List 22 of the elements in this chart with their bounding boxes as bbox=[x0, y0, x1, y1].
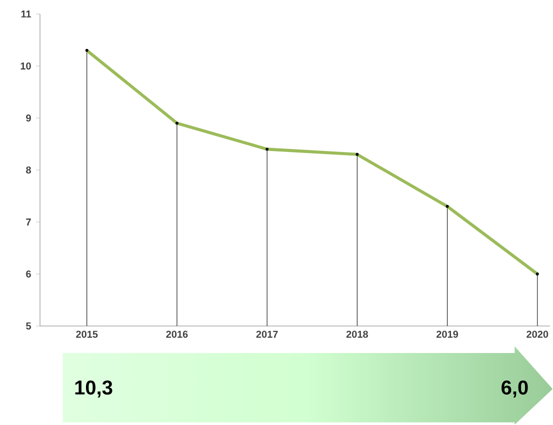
point bbox=[85, 48, 88, 52]
point bbox=[446, 204, 449, 208]
point bbox=[266, 148, 269, 151]
point bbox=[175, 122, 178, 125]
x-tick-label: 2018 bbox=[346, 330, 368, 338]
point bbox=[356, 152, 359, 156]
y-tick-label: 10 bbox=[20, 62, 31, 70]
x-tick-label: 2016 bbox=[166, 330, 188, 338]
text: 6,0 bbox=[502, 380, 528, 398]
y-tick-label: 5 bbox=[26, 322, 32, 330]
text: 10,3 bbox=[75, 380, 112, 398]
x-tick-label: 2017 bbox=[256, 330, 278, 338]
x-tick-label: 2019 bbox=[436, 330, 458, 338]
x-tick-label: 2015 bbox=[76, 330, 98, 338]
y-tick-label: 8 bbox=[26, 166, 31, 174]
y-tick-label: 11 bbox=[21, 10, 32, 18]
y-tick-label: 6 bbox=[26, 270, 31, 278]
y-tick-label: 9 bbox=[26, 114, 31, 122]
point bbox=[536, 272, 539, 276]
x-tick-label: 2020 bbox=[526, 330, 548, 338]
y-tick-label: 7 bbox=[26, 218, 31, 226]
line-series bbox=[85, 48, 539, 276]
